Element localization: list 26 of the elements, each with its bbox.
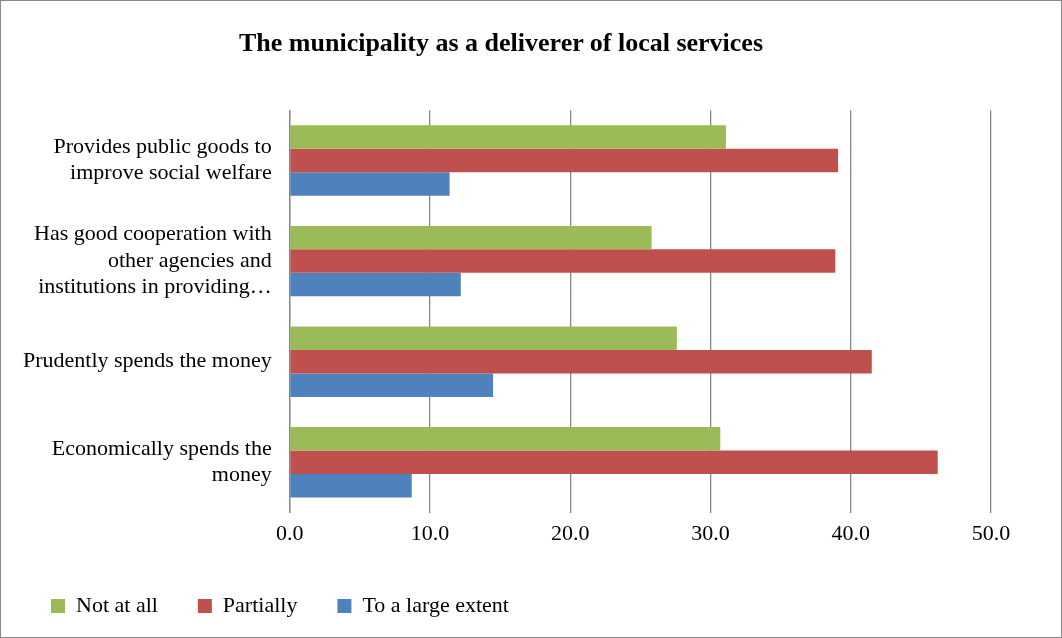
bar [290, 125, 726, 149]
x-tick-label: 10.0 [410, 519, 450, 545]
bar [290, 172, 450, 196]
bar [290, 427, 721, 451]
chart-title: The municipality as a deliverer of local services [238, 28, 764, 58]
bar [290, 450, 938, 475]
legend-label: Partially [222, 591, 298, 617]
bar [290, 249, 836, 273]
legend-label: Not at all [76, 591, 158, 617]
bar [290, 225, 652, 250]
y-tick-label: Has good cooperation with other agencies and institutions in providing… [34, 220, 272, 299]
bar [290, 349, 872, 374]
bar [290, 326, 677, 350]
bar [290, 272, 461, 297]
y-tick-label: Economically spends the money [51, 434, 272, 487]
x-tick-label: 50.0 [971, 519, 1011, 545]
x-tick-label: 40.0 [831, 519, 870, 545]
x-tick-label: 30.0 [691, 519, 730, 545]
bar [290, 373, 494, 397]
bar [290, 148, 839, 173]
x-tick-label: 20.0 [550, 519, 590, 545]
legend-label: To a large extent [362, 591, 509, 617]
bar [290, 474, 412, 498]
y-tick-label: Prudently spends the money [22, 347, 272, 373]
y-tick-label: Provides public goods to improve social welfare [53, 133, 272, 185]
x-tick-label: 0.0 [275, 519, 304, 545]
